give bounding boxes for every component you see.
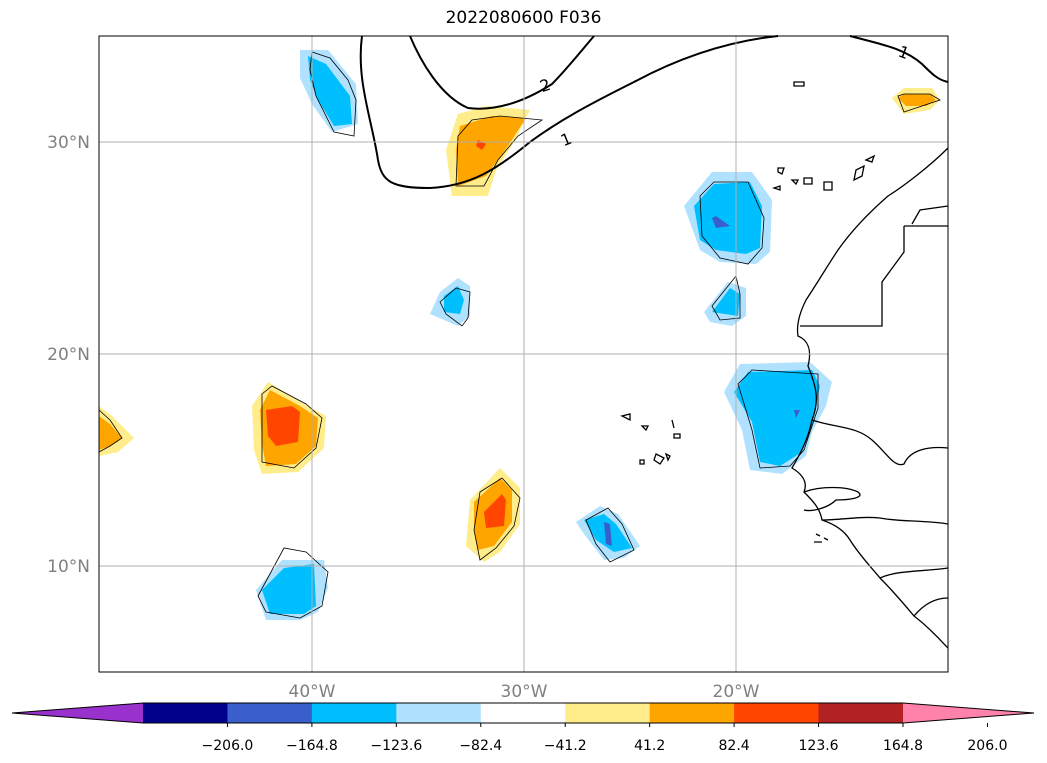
colorbar-segment (734, 703, 820, 723)
colorbar-extend-high (903, 703, 1034, 723)
country-border (811, 419, 949, 466)
country-border (913, 597, 949, 617)
lon-tick-label: 20°W (713, 682, 760, 702)
negative-anomaly-region (308, 56, 352, 126)
lon-tick-labels: 40°W 30°W 20°W (289, 682, 760, 702)
colorbar-tick-label: 41.2 (634, 738, 665, 754)
colorbar-segment (227, 703, 313, 723)
lat-tick-label: 20°N (47, 345, 90, 365)
lat-tick-label: 10°N (47, 557, 90, 577)
positive-anomaly-region (456, 116, 526, 186)
contour-line-1 (409, 35, 595, 110)
thin-contours (98, 51, 941, 619)
country-border (803, 486, 861, 512)
map-title: 2022080600 F036 (445, 8, 602, 28)
negative-anomaly-region (734, 370, 820, 466)
colorbar-segment (396, 703, 482, 723)
positive-anomaly-max (484, 494, 506, 528)
lon-tick-label: 40°W (289, 682, 336, 702)
africa-coastline (791, 147, 949, 649)
colorbar-tick-label: −82.4 (459, 738, 502, 754)
colorbar-segment (143, 703, 228, 723)
negative-anomaly-region (712, 288, 740, 316)
cape-verde-islands (620, 413, 681, 465)
colorbar-tick-label: −164.8 (286, 738, 338, 754)
colorbar: −206.0 −164.8 −123.6 −82.4 −41.2 41.2 82.4 123.… (11, 702, 1035, 754)
country-border (911, 205, 949, 225)
contour-line-1-ne (849, 35, 949, 83)
lat-tick-labels: 30°N 20°N 10°N (47, 133, 90, 577)
negative-anomaly-max (712, 216, 730, 228)
colorbar-tick-label: −41.2 (544, 738, 587, 754)
colorbar-tick-label: 82.4 (719, 738, 750, 754)
negative-anomaly-region (444, 286, 464, 314)
mean-contours (359, 35, 949, 190)
negative-anomaly-max (604, 522, 612, 546)
negative-anomaly-max (794, 410, 800, 418)
positive-anomaly-max (266, 406, 300, 446)
colorbar-segment (818, 703, 904, 723)
gridlines (99, 36, 948, 672)
colorbar-segment (311, 703, 397, 723)
country-border (879, 567, 949, 579)
colorbar-segment (480, 703, 566, 723)
colorbar-segment (649, 703, 735, 723)
colorbar-outline (11, 702, 1035, 724)
colorbar-tick-label: 123.6 (799, 738, 839, 754)
country-border (800, 225, 948, 327)
colorbar-tick-label: −206.0 (202, 738, 254, 754)
colorbar-segment (565, 703, 651, 723)
canary-islands (771, 81, 876, 191)
lat-tick-label: 30°N (47, 133, 90, 153)
colorbar-tick-label: −123.6 (370, 738, 422, 754)
map-frame (98, 35, 949, 673)
negative-anomaly-region (694, 182, 762, 254)
positive-anomaly-region (898, 94, 936, 106)
bissagos-islands (814, 533, 829, 543)
colorbar-tick-label: 164.8 (883, 738, 923, 754)
country-border (821, 516, 949, 525)
contour-line-2 (359, 35, 779, 190)
colorbar-extend-low (12, 703, 143, 723)
negative-anomaly-region (262, 564, 316, 614)
lon-tick-label: 30°W (501, 682, 548, 702)
map-panel: 2 1 1 (98, 35, 949, 673)
colorbar-tick-label: 206.0 (967, 738, 1007, 754)
coastlines (620, 81, 949, 649)
